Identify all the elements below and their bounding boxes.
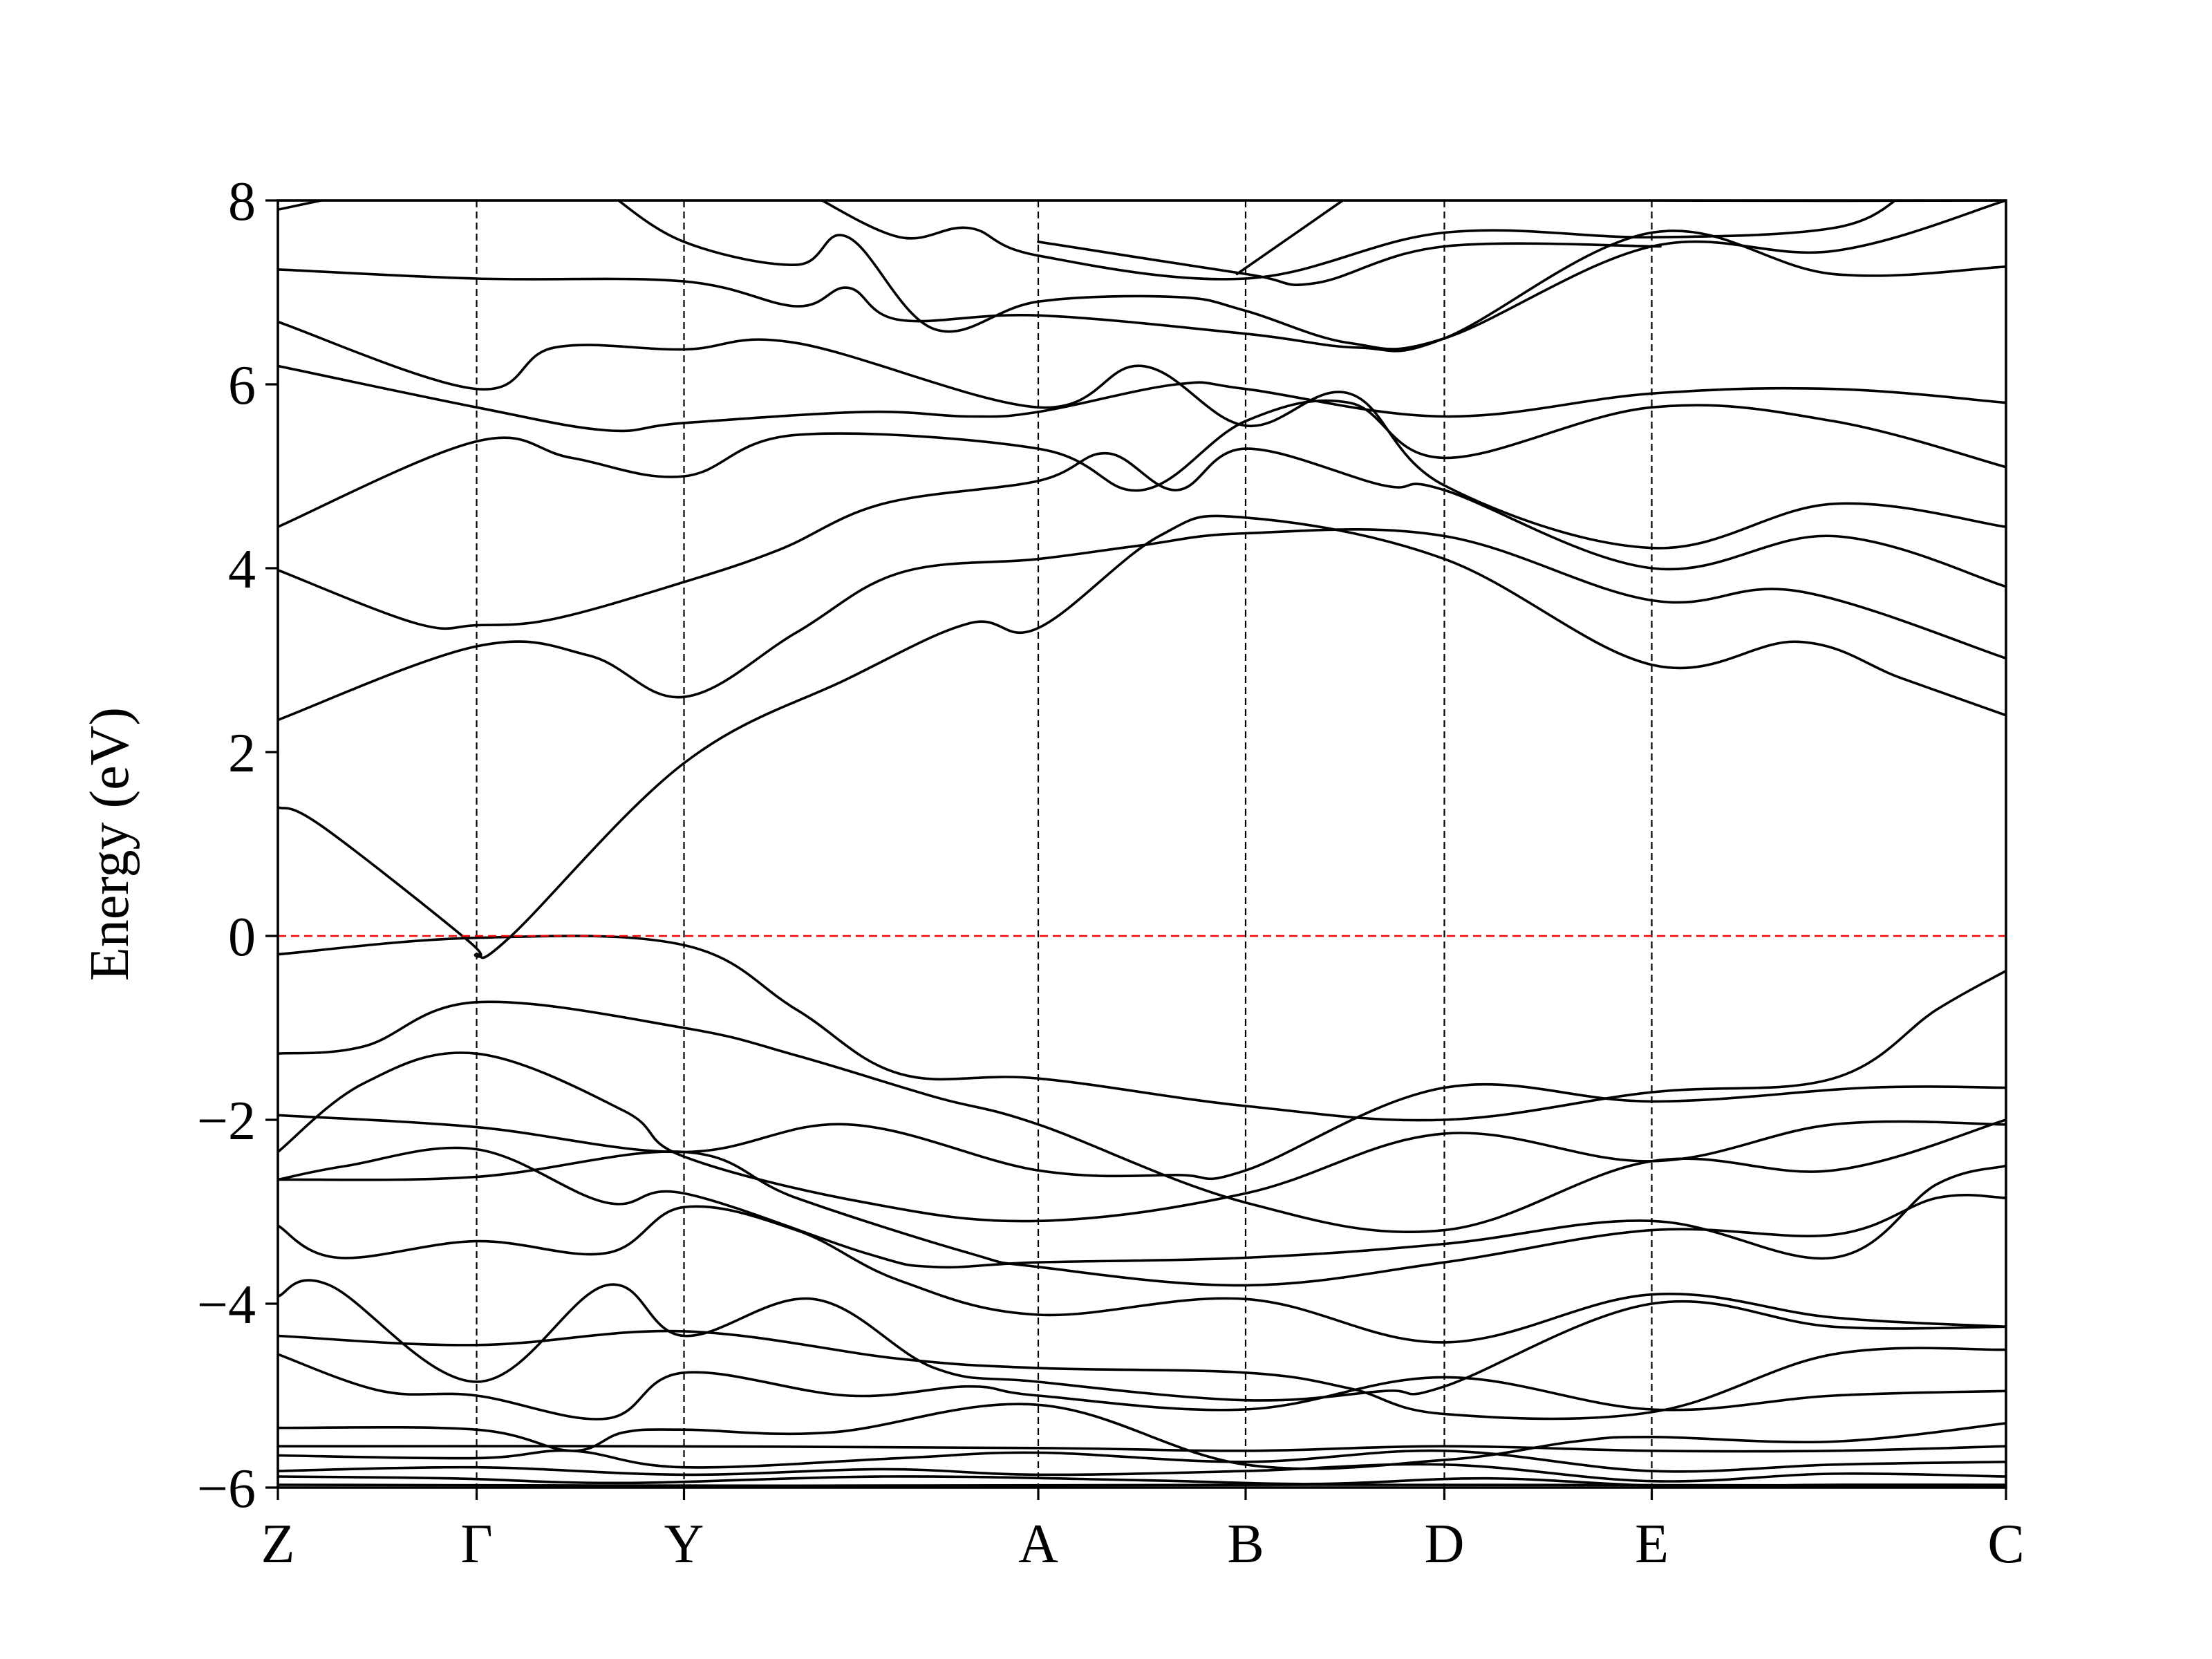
- band-line-21: [278, 364, 2006, 433]
- x-tick-label-Y: Y: [664, 1514, 704, 1575]
- band-line-6: [278, 1403, 2006, 1470]
- band-line-25: [616, 200, 2006, 350]
- band-line-26: [819, 200, 1897, 281]
- band-line-19: [278, 447, 2006, 630]
- band-line-12: [278, 1146, 2006, 1269]
- band-line-16: [278, 935, 2006, 1122]
- band-line-17: [278, 514, 2006, 959]
- band-line-5: [278, 1445, 2006, 1453]
- x-tick-label-E: E: [1635, 1514, 1669, 1575]
- y-tick-label: −6: [197, 1459, 256, 1519]
- band-line-15: [278, 1000, 2006, 1234]
- x-tick-label-D: D: [1425, 1514, 1465, 1575]
- band-line-8: [278, 1329, 2006, 1421]
- x-tick-label-Γ: Γ: [460, 1514, 492, 1575]
- band-line-20: [278, 399, 2006, 528]
- y-tick-label: 6: [228, 355, 256, 416]
- y-tick-label: 8: [228, 171, 256, 232]
- band-line-11: [278, 1150, 2006, 1287]
- y-axis-label: Energy (eV): [79, 707, 140, 981]
- x-tick-label-C: C: [1987, 1514, 2024, 1575]
- plot-frame: [276, 199, 2007, 1489]
- y-tick-label: −4: [197, 1275, 256, 1335]
- y-tick-label: 0: [228, 907, 256, 968]
- x-tick-label-B: B: [1227, 1514, 1264, 1575]
- band-line-4: [278, 1449, 2006, 1473]
- band-line-22: [278, 320, 2006, 550]
- band-line-10: [278, 1205, 2006, 1344]
- x-tick-label-A: A: [1018, 1514, 1058, 1575]
- y-tick-label: −2: [197, 1091, 256, 1152]
- band-line-9: [278, 1279, 2006, 1402]
- band-line-18: [278, 528, 2006, 722]
- plot-area: [278, 200, 2006, 1488]
- band-line-24: [278, 200, 328, 212]
- y-tick-label: 2: [228, 723, 256, 784]
- band-line-2: [278, 1475, 2006, 1488]
- band-line-28: [1235, 200, 1345, 276]
- band-line-23: [278, 229, 2006, 353]
- x-tick-label-Z: Z: [261, 1514, 295, 1575]
- band-line-3: [278, 1463, 2006, 1483]
- y-tick-label: 4: [228, 539, 256, 600]
- band-line-27: [1037, 241, 1662, 286]
- band-line-14: [278, 1082, 2006, 1181]
